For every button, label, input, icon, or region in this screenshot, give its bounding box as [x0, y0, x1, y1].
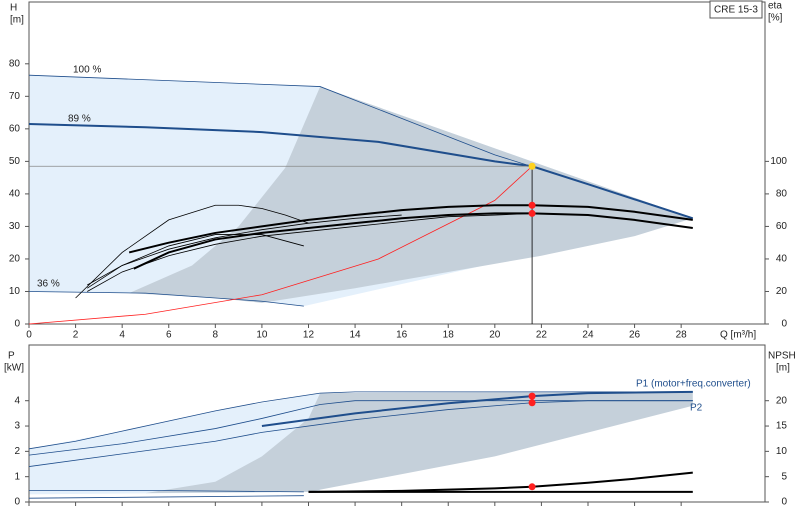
x-tick-label: 10 — [256, 330, 268, 341]
y-label: P — [8, 351, 15, 362]
curve — [28, 122, 694, 220]
y-unit: [m] — [10, 15, 24, 26]
y2-tick-label: 15 — [776, 421, 788, 432]
duty-point — [528, 201, 536, 209]
curve — [28, 400, 693, 456]
plot-frame — [28, 1, 766, 325]
duty-point — [528, 483, 536, 491]
y-tick-label: 30 — [9, 221, 21, 232]
y-label: H — [10, 3, 17, 14]
y2-tick-label: 80 — [776, 189, 788, 200]
y-tick-label: 1 — [14, 471, 20, 482]
x-tick-label: 8 — [213, 330, 219, 341]
y-tick-label: 80 — [9, 58, 21, 69]
y-tick-label: 4 — [14, 395, 20, 406]
curve-label: 89 % — [68, 114, 91, 125]
y2-tick-label: 10 — [776, 446, 788, 457]
curve — [133, 212, 693, 270]
curve — [75, 204, 309, 299]
curve — [128, 204, 693, 254]
x-tick-label: 28 — [676, 330, 688, 341]
y-tick-label: 50 — [9, 156, 21, 167]
x-tick-label: 2 — [73, 330, 79, 341]
power-panel: 0 1 2 3 4 0 5 10 15 20 — [14, 344, 788, 508]
x-tick-label: 16 — [396, 330, 408, 341]
y-tick-label: 3 — [14, 421, 20, 432]
y2-tick-label: 100 — [770, 156, 787, 167]
y2-tick-label: 0 — [781, 497, 787, 508]
curve-label: 100 % — [73, 65, 101, 76]
curve — [261, 390, 693, 428]
x-tick-label: 22 — [536, 330, 548, 341]
curve — [28, 391, 693, 450]
curve — [28, 400, 693, 467]
x-tick-label: 24 — [582, 330, 594, 341]
model-box — [709, 0, 763, 19]
curve — [87, 213, 533, 292]
model-label: CRE 15-3 — [714, 5, 758, 16]
x-tick-label: 18 — [443, 330, 455, 341]
duty-point — [528, 209, 536, 217]
x-tick-label: 20 — [489, 330, 501, 341]
x-tick-label: 14 — [350, 330, 362, 341]
operating-region — [145, 391, 693, 494]
curve-label: P1 (motor+freq.converter) — [636, 379, 751, 390]
y2-label: NPSH — [768, 351, 796, 362]
curve — [28, 495, 304, 499]
duty-point — [528, 392, 536, 400]
curve-label: P2 — [690, 403, 703, 414]
plot-frame — [28, 344, 766, 503]
y-tick-label: 40 — [9, 189, 21, 200]
y2-tick-label: 5 — [781, 471, 787, 482]
duty-point — [528, 162, 536, 170]
y2-unit: [m] — [776, 363, 790, 374]
curve — [87, 214, 402, 286]
y2-tick-label: 0 — [781, 319, 787, 330]
y2-label: eta — [768, 1, 782, 12]
x-tick-label: 4 — [119, 330, 125, 341]
y-tick-label: 0 — [14, 497, 20, 508]
curve — [28, 165, 533, 325]
curve — [87, 234, 304, 289]
x-tick-label: 26 — [629, 330, 641, 341]
y-tick-label: 70 — [9, 91, 21, 102]
head-panel: 0 2 4 6 8 10 12 14 16 18 20 22 24 26 28010203040506070… — [9, 1, 788, 341]
operating-region — [129, 86, 693, 303]
y-unit: [kW] — [4, 363, 24, 374]
y2-tick-label: 20 — [776, 395, 788, 406]
y-tick-label: 2 — [14, 446, 20, 457]
y2-unit: [%] — [768, 13, 783, 24]
x-label: Q [m³/h] — [720, 330, 756, 341]
y2-tick-label: 20 — [776, 286, 788, 297]
curve-label: 36 % — [37, 279, 60, 290]
x-tick-label: 6 — [166, 330, 172, 341]
curve — [28, 291, 304, 307]
y-tick-label: 0 — [14, 319, 20, 330]
y-tick-label: 10 — [9, 286, 21, 297]
x-tick-label: 12 — [303, 330, 315, 341]
y2-tick-label: 40 — [776, 254, 788, 265]
y-tick-label: 20 — [9, 254, 21, 265]
y2-tick-label: 60 — [776, 221, 788, 232]
y-tick-label: 60 — [9, 123, 21, 134]
x-tick-label: 0 — [26, 330, 32, 341]
curve — [29, 490, 304, 493]
duty-point — [528, 399, 536, 407]
